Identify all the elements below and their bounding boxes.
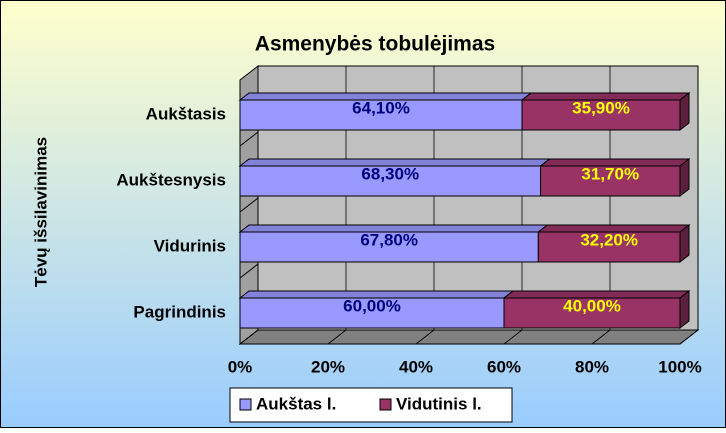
data-label: 60,00% — [343, 296, 401, 315]
bar — [239, 165, 542, 197]
x-tick-label: 60% — [487, 357, 521, 376]
bar-end — [679, 223, 690, 264]
legend-swatch — [379, 398, 392, 411]
data-label: 31,70% — [581, 164, 639, 183]
x-tick-label: 20% — [311, 357, 345, 376]
grid-line — [679, 66, 699, 345]
category-separator — [239, 197, 259, 213]
data-label: 32,20% — [580, 230, 638, 249]
x-tick-label: 0% — [228, 357, 253, 376]
bar — [239, 297, 505, 329]
grid-line — [591, 66, 611, 345]
x-tick-label: 100% — [658, 357, 701, 376]
category-separator — [239, 131, 259, 147]
category-separator — [239, 263, 259, 279]
data-label: 35,90% — [572, 98, 630, 117]
y-tick-label: Aukštasis — [146, 104, 226, 123]
bar-end — [679, 157, 690, 198]
bar-end — [679, 91, 690, 132]
x-tick-label: 80% — [575, 357, 609, 376]
legend-swatch — [239, 398, 252, 411]
y-tick-label: Pagrindinis — [133, 302, 226, 321]
bar — [540, 165, 681, 197]
x-tick-label: 40% — [399, 357, 433, 376]
bar — [521, 99, 681, 131]
bar — [239, 99, 523, 131]
legend-label: Aukštas l. — [256, 394, 336, 413]
grid-line — [503, 66, 523, 345]
grid-line — [415, 66, 435, 345]
floor — [238, 329, 700, 345]
bar — [503, 297, 681, 329]
bar — [537, 231, 681, 263]
legend-label: Vidutinis l. — [396, 394, 482, 413]
legend — [229, 387, 513, 423]
y-tick-label: Aukštesnysis — [116, 170, 226, 189]
data-label: 64,10% — [352, 98, 410, 117]
data-label: 67,80% — [360, 230, 418, 249]
y-axis-label: Tėvų išsilavinimas — [31, 137, 50, 287]
y-tick-label: Vidurinis — [154, 236, 226, 255]
grid-line — [239, 66, 259, 345]
data-label: 40,00% — [563, 296, 621, 315]
bar-end — [679, 289, 690, 330]
grid-line — [327, 66, 347, 345]
data-label: 68,30% — [361, 164, 419, 183]
chart-title: Asmenybės tobulėjimas — [255, 33, 495, 56]
